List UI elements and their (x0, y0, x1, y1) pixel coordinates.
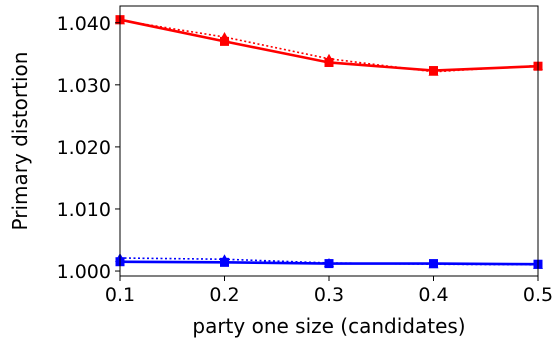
data-point (220, 36, 229, 46)
y-tick-label: 1.020 (57, 137, 111, 159)
x-tick-label: 0.1 (105, 284, 135, 306)
x-axis: 0.1 0.2 0.3 0.4 0.5 (105, 276, 553, 306)
plot-frame (119, 5, 539, 277)
y-tick-label: 1.030 (57, 75, 111, 97)
y-tick-label: 1.010 (57, 199, 111, 221)
x-tick-label: 0.4 (418, 284, 448, 306)
x-tick-label: 0.5 (523, 284, 553, 306)
data-point (219, 32, 230, 42)
data-point (324, 53, 334, 63)
series-3 (115, 253, 543, 269)
x-tick-label: 0.3 (314, 284, 344, 306)
data-point (219, 254, 230, 264)
series-1 (115, 15, 543, 76)
series-0 (115, 15, 543, 76)
x-axis-title: party one size (candidates) (192, 314, 465, 338)
data-point (324, 257, 334, 267)
y-tick-label: 1.040 (57, 13, 111, 35)
y-tick-label: 1.000 (57, 261, 111, 283)
series-line (119, 257, 539, 266)
data-point (428, 66, 439, 76)
y-axis: 1.000 1.010 1.020 1.030 1.040 (57, 13, 120, 283)
x-tick-label: 0.2 (209, 284, 239, 306)
series-layer (115, 15, 543, 269)
data-point (428, 259, 439, 269)
y-axis-title: Primary distortion (8, 52, 32, 231)
